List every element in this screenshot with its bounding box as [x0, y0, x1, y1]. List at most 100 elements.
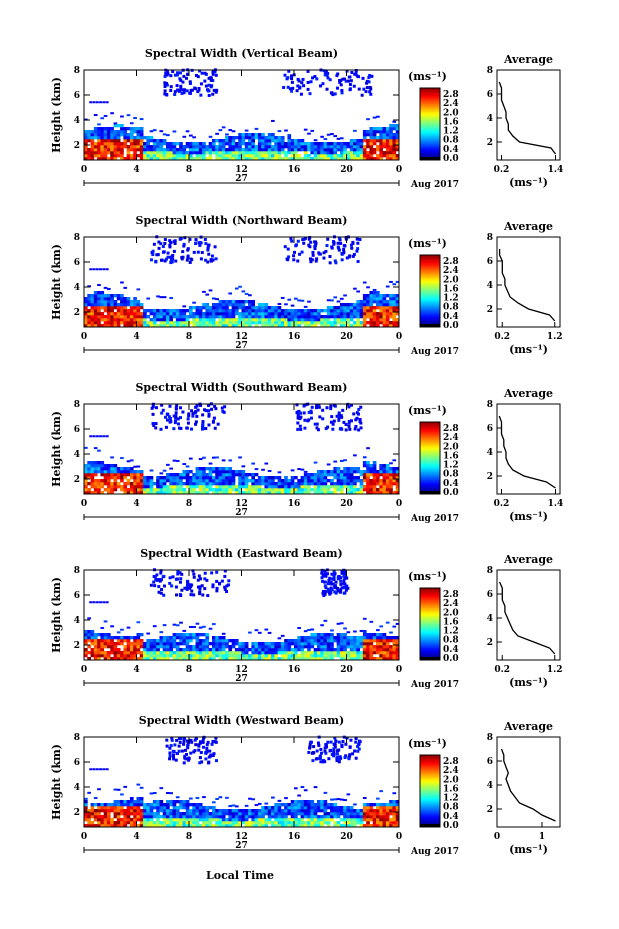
- heatmap-cell: [328, 255, 332, 259]
- heatmap-cell: [208, 821, 213, 825]
- heatmap-cell: [133, 812, 137, 816]
- heatmap-cell: [297, 145, 301, 149]
- heatmap-cell: [146, 491, 151, 495]
- heatmap-cell: [372, 636, 377, 640]
- heatmap-cell: [156, 145, 160, 149]
- heatmap-cell: [251, 654, 256, 658]
- heatmap-cell: [303, 485, 308, 489]
- heatmap-cell: [103, 645, 108, 649]
- heatmap-cell: [189, 809, 193, 813]
- heatmap-cell: [362, 485, 367, 489]
- heatmap-cell: [179, 577, 183, 581]
- heatmap-cell: [215, 812, 219, 816]
- heatmap-cell: [90, 476, 95, 480]
- heatmap-cell: [349, 145, 354, 149]
- heatmap-cell: [175, 318, 180, 322]
- heatmap-cell: [326, 318, 331, 322]
- heatmap-cell: [182, 242, 186, 246]
- heatmap-cell: [139, 118, 144, 121]
- heatmap-cell: [195, 315, 200, 319]
- heatmap-cell: [198, 585, 202, 589]
- heatmap-cell: [211, 482, 216, 486]
- heatmap-cell: [198, 315, 203, 319]
- heatmap-cell: [228, 479, 233, 483]
- colorbar-tick-label: 0.8: [443, 636, 459, 646]
- heatmap-cell: [257, 642, 262, 646]
- day-label: 27: [235, 341, 248, 351]
- heatmap-cell: [392, 303, 397, 307]
- heatmap-cell: [139, 145, 144, 149]
- heatmap-cell: [353, 645, 357, 649]
- heatmap-cell: [287, 255, 291, 259]
- heatmap-cell: [89, 268, 93, 271]
- heatmap-cell: [156, 824, 160, 828]
- heatmap-cell: [139, 824, 144, 828]
- heatmap-cell: [106, 139, 111, 143]
- heatmap-cell: [179, 642, 183, 646]
- heatmap-cell: [382, 654, 387, 658]
- heatmap-cell: [126, 309, 131, 313]
- heatmap-cell: [172, 824, 177, 828]
- heatmap-cell: [175, 315, 180, 319]
- date-label: Aug 2017: [410, 180, 459, 190]
- heatmap-cell: [379, 154, 383, 158]
- heatmap-cell: [183, 586, 187, 590]
- heatmap-cell: [106, 485, 111, 489]
- heatmap-cell: [93, 485, 98, 489]
- heatmap-cell: [97, 809, 101, 813]
- heatmap-cell: [274, 803, 278, 807]
- heatmap-cell: [146, 815, 151, 819]
- heatmap-cell: [362, 324, 367, 328]
- heatmap-cell: [100, 312, 105, 316]
- heatmap-cell: [274, 812, 278, 816]
- heatmap-cell: [215, 139, 219, 143]
- heatmap-cell: [152, 142, 157, 146]
- heatmap-cell: [313, 324, 318, 328]
- heatmap-cell: [139, 315, 144, 319]
- heatmap-cell: [156, 312, 160, 316]
- heatmap-cell: [202, 312, 206, 316]
- heatmap-cell: [166, 463, 170, 466]
- heatmap-cell: [307, 642, 311, 646]
- heatmap-cell: [159, 578, 163, 582]
- y-tick-label: 2: [74, 641, 80, 651]
- heatmap-cell: [241, 470, 246, 474]
- heatmap-cell: [395, 127, 400, 131]
- heatmap-cell: [238, 148, 242, 152]
- heatmap-cell: [308, 92, 312, 96]
- heatmap-cell: [159, 296, 164, 299]
- heatmap-cell: [166, 818, 170, 822]
- heatmap-cell: [238, 491, 242, 495]
- heatmap-cell: [333, 321, 338, 325]
- heatmap-cell: [162, 148, 167, 152]
- heatmap-cell: [228, 129, 233, 132]
- heatmap-cell: [320, 642, 324, 646]
- heatmap-cell: [90, 639, 95, 643]
- heatmap-cell: [231, 470, 236, 474]
- heatmap-cell: [271, 657, 275, 661]
- heatmap-cell: [359, 488, 364, 492]
- heatmap-cell: [379, 300, 383, 304]
- heatmap-cell: [218, 473, 223, 477]
- heatmap-cell: [323, 821, 328, 825]
- heatmap-cell: [280, 139, 285, 143]
- heatmap-cell: [382, 476, 387, 480]
- colorbar-swatch: [420, 642, 440, 645]
- heatmap-cell: [211, 70, 215, 74]
- heatmap-cell: [313, 75, 317, 79]
- heatmap-cell: [336, 824, 341, 828]
- heatmap-cell: [313, 315, 318, 319]
- heatmap-cell: [97, 142, 101, 146]
- heatmap-cell: [274, 154, 278, 158]
- heatmap-cell: [228, 821, 233, 825]
- heatmap-cell: [336, 300, 341, 303]
- heatmap-cell: [129, 139, 134, 143]
- colorbar-swatch: [420, 634, 440, 637]
- heatmap-cell: [202, 654, 206, 658]
- heatmap-cell: [129, 803, 134, 807]
- heatmap-cell: [339, 576, 343, 580]
- heatmap-cell: [241, 318, 246, 322]
- heatmap-cell: [179, 488, 183, 492]
- heatmap-cell: [303, 426, 307, 430]
- heatmap-cell: [97, 645, 101, 649]
